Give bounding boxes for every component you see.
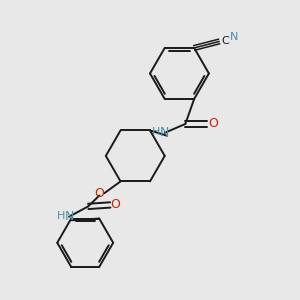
Text: O: O xyxy=(208,118,218,130)
Text: N: N xyxy=(230,32,239,42)
Text: N: N xyxy=(64,210,74,223)
Text: H: H xyxy=(152,127,161,137)
Text: C: C xyxy=(221,36,229,46)
Text: O: O xyxy=(111,198,121,212)
Text: N: N xyxy=(160,126,169,139)
Text: O: O xyxy=(94,187,104,200)
Text: H: H xyxy=(57,211,65,221)
